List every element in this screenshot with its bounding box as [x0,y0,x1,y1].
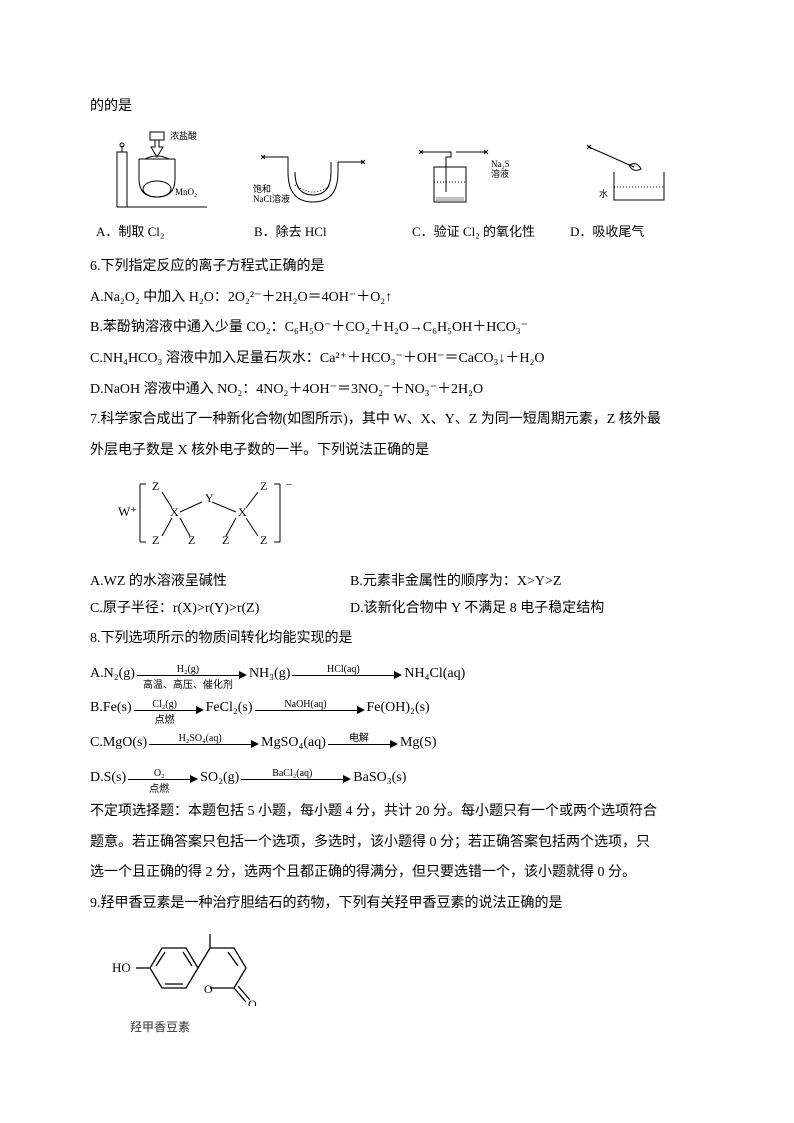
svg-text:Z: Z [222,533,229,547]
q9-stem: 9.羟甲香豆素是一种治疗胆结石的药物，下列有关羟甲香豆素的说法正确的是 [90,891,704,918]
svg-text:X: X [238,505,247,519]
page: 的的是 浓盐酸 MnO₂ [0,0,794,1123]
label-acid: 浓盐酸 [170,130,197,141]
q8-c: C.MgO(s) H₂SO₄(aq) MgSO₄(aq) 电解 Mg(S) [90,730,437,757]
q8-a: A.N₂(g) H₂(g) 高温、高压、催化剂 NH₃(g) HCl(aq) N… [90,661,465,688]
arrow-icon: H₂(g) 高温、高压、催化剂 [137,662,247,686]
arrow-icon: 电解 [328,731,398,755]
apparatus-b: 饱和 NaCl溶液 [248,137,388,216]
svg-text:W⁺: W⁺ [118,504,137,519]
apparatus-d-icon: 水 [579,137,689,212]
q6-c: C.NH₄HCO₃ 溶液中加入足量石灰水：Ca²⁺＋HCO₃⁻＋OH⁻＝CaCO… [90,346,704,373]
label-sat: 饱和 [253,183,271,194]
q8-b: B.Fe(s) Cl₂(g) 点燃 FeCl₂(s) NaOH(aq) Fe(O… [90,695,430,722]
q6-d: D.NaOH 溶液中通入 NO₂：4NO₂＋4OH⁻＝3NO₂⁻＋NO₃⁻＋2H… [90,377,704,404]
apparatus-row: 浓盐酸 MnO₂ 饱和 NaCl溶液 [90,127,704,216]
q8-d: D.S(s) O₂ 点燃 SO₂(g) BaCl₂(aq) BaSO₃(s) [90,765,406,792]
q8c-mid: MgSO₄(aq) [261,730,326,757]
q7-c: C.原子半径：r(X)>r(Y)>r(Z) [90,596,350,623]
q8-stem: 8.下列选项所示的物质间转化均能实现的是 [90,626,704,653]
caption-a: A．制取 Cl₂ [90,220,230,245]
q8d-end: BaSO₃(s) [353,765,406,792]
header-fragment: 的的是 [90,94,704,121]
q8a-end: NH₄Cl(aq) [404,661,465,688]
arrow-icon: NaOH(aq) [255,697,365,721]
arrow-icon: BaCl₂(aq) [241,766,351,790]
apparatus-a: 浓盐酸 MnO₂ [90,127,230,216]
apparatus-c: Na₂S 溶液 [406,137,546,216]
apparatus-d: 水 [564,137,704,216]
apparatus-b-icon: 饱和 NaCl溶液 [253,137,383,212]
q7-a: A.WZ 的水溶液呈碱性 [90,569,350,596]
svg-text:Z: Z [152,533,159,547]
q6-b: B.苯酚钠溶液中通入少量 CO₂：C₆H₅O⁻＋CO₂＋H₂O→C₆H₅OH＋H… [90,315,704,342]
label-na2s: Na₂S [491,159,510,169]
svg-text:Z: Z [260,479,267,493]
q8a-pre: A.N₂(g) [90,661,135,688]
q7-d: D.该新化合物中 Y 不满足 8 电子稳定结构 [350,596,604,623]
q8c-end: Mg(S) [400,730,437,757]
svg-text:Y: Y [205,491,214,505]
q8b-end: Fe(OH)₂(s) [367,695,430,722]
label-water: 水 [599,188,608,199]
arrow-icon: Cl₂(g) 点燃 [134,697,204,721]
q8b-pre: B.Fe(s) [90,695,132,722]
arrow-icon: O₂ 点燃 [128,766,198,790]
arrow-icon: H₂SO₄(aq) [149,731,259,755]
q7-opts-row1: A.WZ 的水溶液呈碱性 B.元素非金属性的顺序为：X>Y>Z [90,569,704,596]
arrow-icon: HCl(aq) [292,662,402,686]
q9-molecule-icon: O O HO [110,928,280,1006]
svg-text:HO: HO [112,960,131,975]
caption-b: B．除去 HCl [248,220,388,245]
label-soln: 溶液 [491,168,509,179]
instr-l1: 不定项选择题：本题包括 5 小题，每小题 4 分，共计 20 分。每小题只有一个… [90,799,704,826]
q7-stem1: 7.科学家合成出了一种新化合物(如图所示)，其中 W、X、Y、Z 为同一短周期元… [90,407,704,434]
q8c-pre: C.MgO(s) [90,730,147,757]
caption-c: C．验证 Cl₂ 的氧化性 [406,220,546,245]
q6-a: A.Na₂O₂ 中加入 H₂O：2O₂²⁻＋2H₂O＝4OH⁻＋O₂↑ [90,285,704,312]
q9-mol-label: 羟甲香豆素 [130,1016,704,1039]
svg-text:Z: Z [152,479,159,493]
q7-stem2: 外层电子数是 X 核外电子数的一半。下列说法正确的是 [90,438,704,465]
q8d-pre: D.S(s) [90,765,126,792]
svg-text:O: O [248,997,257,1006]
q7-opts-row2: C.原子半径：r(X)>r(Y)>r(Z) D.该新化合物中 Y 不满足 8 电… [90,596,704,623]
caption-d: D．吸收尾气 [564,220,704,245]
instr-l2: 题意。若正确答案只包括一个选项，多选时，该小题得 0 分；若正确答案包括两个选项… [90,830,704,857]
q8b-mid: FeCl₂(s) [206,695,253,722]
apparatus-captions: A．制取 Cl₂ B．除去 HCl C．验证 Cl₂ 的氧化性 D．吸收尾气 [90,220,704,245]
q8a-mid: NH₃(g) [249,661,290,688]
instr-l3: 选一个且正确的得 2 分，选两个且都正确的得满分，但只要选错一个，该小题就得 0… [90,860,704,887]
svg-text:O: O [204,982,213,996]
label-nacl: NaCl溶液 [253,193,290,204]
label-mno2: MnO₂ [175,187,197,197]
svg-text:−: − [286,479,292,491]
apparatus-a-icon: 浓盐酸 MnO₂ [105,127,215,212]
q7-b: B.元素非金属性的顺序为：X>Y>Z [350,569,561,596]
q8d-mid: SO₂(g) [200,765,239,792]
apparatus-c-icon: Na₂S 溶液 [416,137,536,212]
q7-structure-icon: W⁺ − X X Y Z Z Z Z Z Z [110,474,300,552]
svg-text:Z: Z [260,533,267,547]
q6-stem: 6.下列指定反应的离子方程式正确的是 [90,254,704,281]
